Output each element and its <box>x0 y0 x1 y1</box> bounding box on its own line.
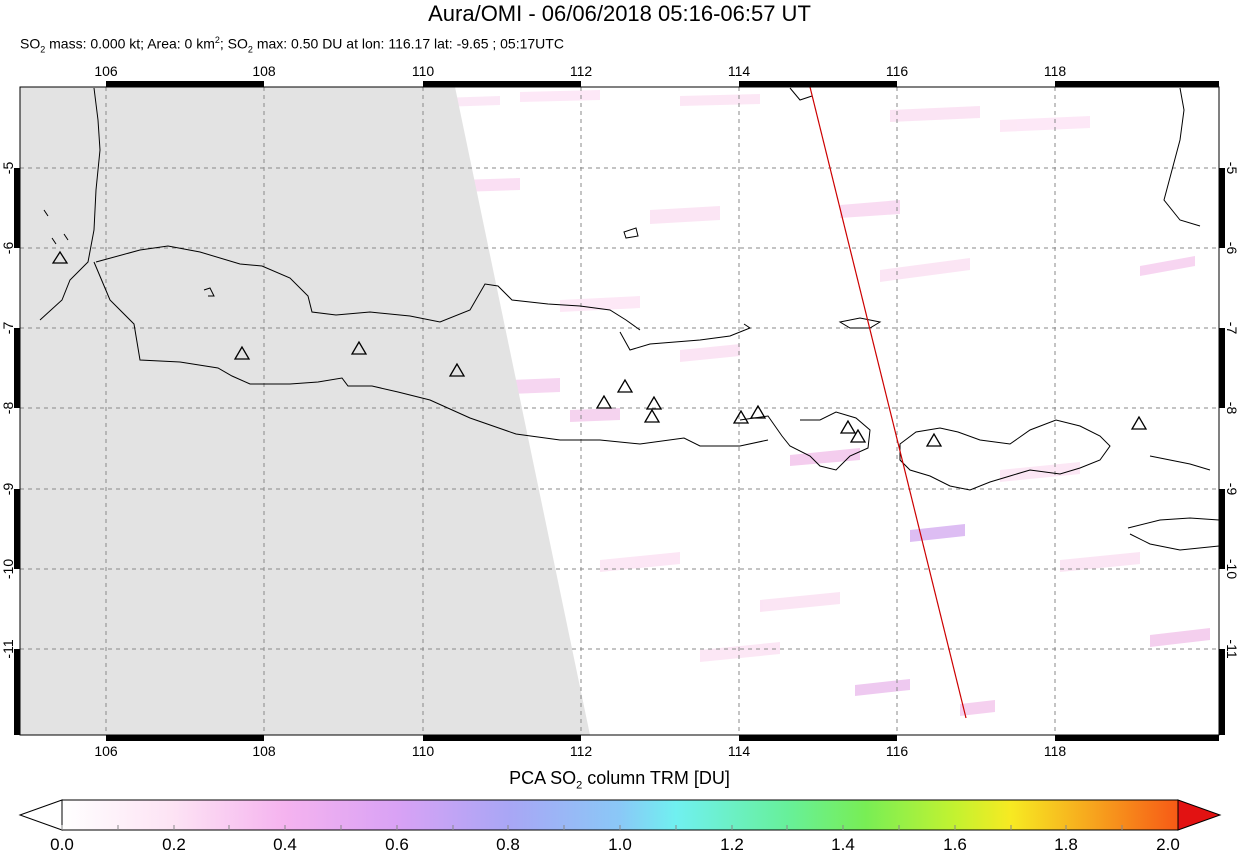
lat-tick-left: -11 <box>0 639 16 658</box>
colorbar-tick-label: 0.8 <box>496 835 520 854</box>
colorbar-tick-label: 0.2 <box>162 835 186 854</box>
colorbar-tick-marks <box>61 825 1123 830</box>
lon-tick-top: 108 <box>252 63 276 79</box>
lat-tick-right: -10 <box>1224 559 1239 579</box>
colorbar-tick-label: 1.2 <box>720 835 744 854</box>
colorbar-tick-labels: 0.0 0.2 0.4 0.6 0.8 1.0 1.2 1.4 1.6 1.8 … <box>0 835 1239 855</box>
lat-tick-left: -8 <box>0 402 16 415</box>
colorbar-tick-label: 0.6 <box>385 835 409 854</box>
lat-tick-right: -9 <box>1224 483 1239 496</box>
satellite-track-line <box>809 87 967 719</box>
lon-tick-bottom: 110 <box>412 743 435 759</box>
lat-tick-left: -7 <box>0 322 16 335</box>
lat-tick-right: -6 <box>1224 242 1239 255</box>
colorbar-tick-label: 1.0 <box>608 835 632 854</box>
map-frame <box>19 86 1220 736</box>
frame-ticks <box>14 81 1225 741</box>
lat-tick-right: -5 <box>1224 162 1239 175</box>
lat-tick-right: -8 <box>1224 402 1239 415</box>
lon-tick-top: 112 <box>570 63 593 79</box>
lat-tick-left: -5 <box>0 162 16 175</box>
lat-tick-right: -11 <box>1224 639 1239 658</box>
lat-tick-left: -6 <box>0 242 16 255</box>
no-data-region <box>20 87 590 735</box>
lon-tick-bottom: 106 <box>94 743 118 759</box>
colorbar-tick-label: 1.6 <box>943 835 967 854</box>
lon-tick-top: 110 <box>412 63 435 79</box>
colorbar-low-arrow <box>18 799 63 831</box>
lon-tick-bottom: 114 <box>728 743 751 759</box>
so2-swath-stripes <box>440 90 1210 716</box>
colorbar <box>18 799 1222 831</box>
volcano-markers <box>51 250 1148 447</box>
map-title: Aura/OMI - 06/06/2018 05:16-06:57 UT <box>428 1 811 26</box>
colorbar-tick-label: 1.4 <box>831 835 855 854</box>
colorbar-high-arrow <box>1177 799 1222 831</box>
lon-tick-bottom: 116 <box>886 743 909 759</box>
lon-tick-top: 118 <box>1044 63 1067 79</box>
map-subtitle: SO2 mass: 0.000 kt; Area: 0 km2; SO2 max… <box>20 35 564 55</box>
colorbar-tick-label: 2.0 <box>1156 835 1180 854</box>
lon-tick-bottom: 118 <box>1044 743 1067 759</box>
lat-tick-right: -7 <box>1224 322 1239 335</box>
colorbar-tick-label: 0.0 <box>50 835 74 854</box>
lon-tick-top: 116 <box>886 63 909 79</box>
coastlines <box>39 87 1219 551</box>
colorbar-tick-label: 1.8 <box>1054 835 1078 854</box>
lat-tick-left: -10 <box>0 559 16 579</box>
lat-tick-left: -9 <box>0 483 16 496</box>
colorbar-title: PCA SO2 column TRM [DU] <box>509 768 730 792</box>
lon-tick-bottom: 112 <box>570 743 593 759</box>
lon-tick-bottom: 108 <box>252 743 276 759</box>
lon-tick-top: 114 <box>728 63 751 79</box>
lon-tick-top: 106 <box>94 63 118 79</box>
colorbar-tick-label: 0.4 <box>273 835 297 854</box>
grid-lines <box>20 87 1219 735</box>
